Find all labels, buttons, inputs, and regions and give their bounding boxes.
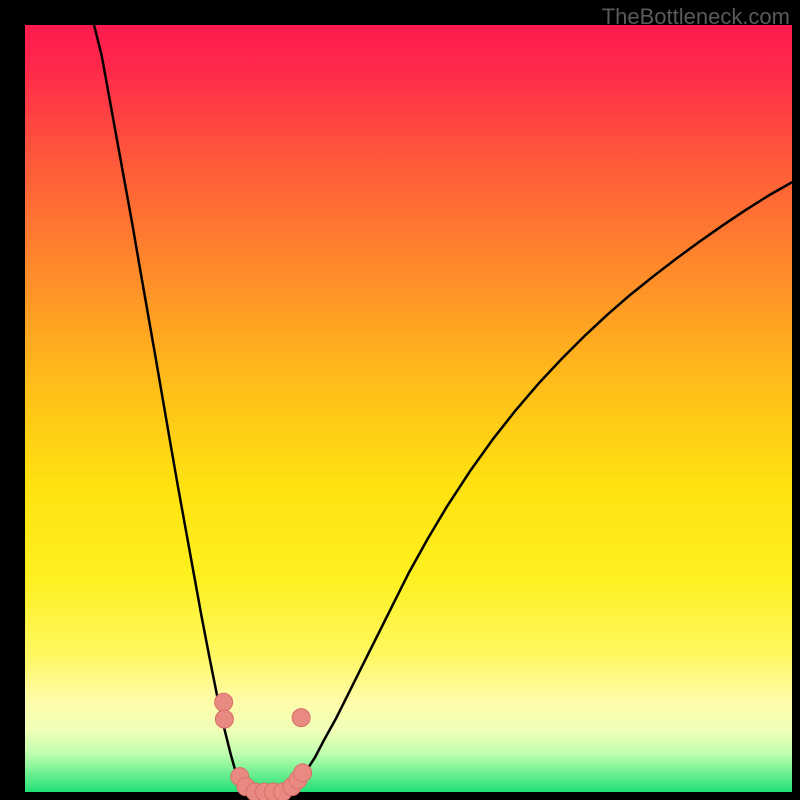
watermark-text: TheBottleneck.com (602, 4, 790, 30)
plot-area (0, 0, 800, 800)
chart-frame: TheBottleneck.com (0, 0, 800, 800)
